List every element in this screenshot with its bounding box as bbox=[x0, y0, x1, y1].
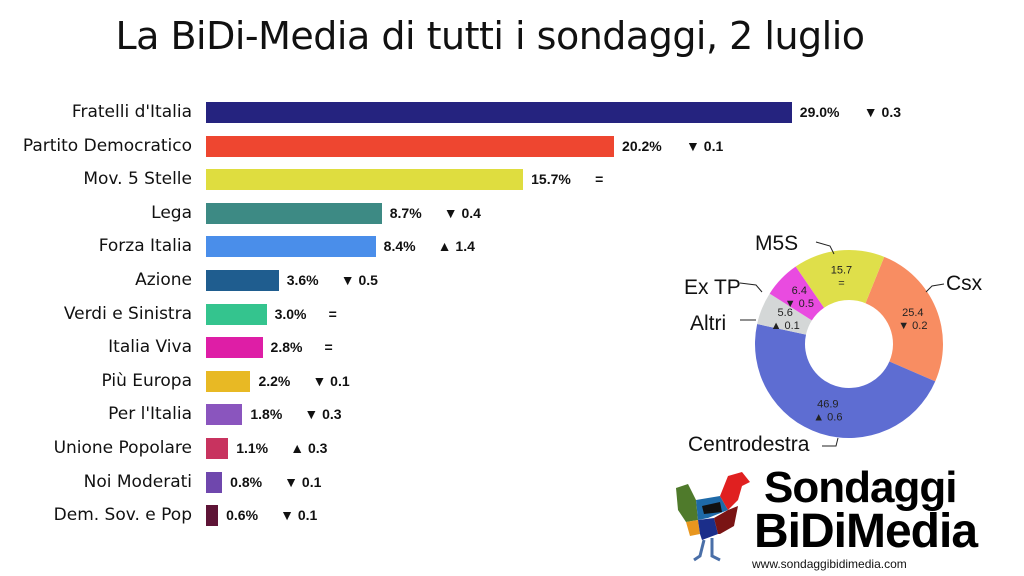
bar-row: Unione Popolare 1.1% ▲ 0.3 bbox=[0, 436, 700, 460]
bar-value: 8.4% bbox=[383, 238, 416, 255]
chart-title: La BiDi-Media di tutti i sondaggi, 2 lug… bbox=[115, 14, 865, 58]
bar bbox=[206, 135, 615, 157]
donut-slice-altri bbox=[757, 293, 812, 335]
svg-text:46.9: 46.9 bbox=[817, 399, 838, 411]
bar bbox=[206, 471, 223, 493]
bar-value: 8.7% bbox=[389, 204, 422, 221]
bar-label: Dem. Sov. e Pop bbox=[53, 505, 192, 526]
bar bbox=[206, 169, 524, 191]
svg-text:15.7: 15.7 bbox=[831, 264, 852, 276]
bar-label: Noi Moderati bbox=[83, 471, 192, 492]
svg-text:6.4: 6.4 bbox=[792, 285, 807, 297]
svg-text:25.4: 25.4 bbox=[902, 307, 923, 319]
bar-change: ▼ 0.4 bbox=[443, 204, 481, 221]
bar-label: Unione Popolare bbox=[53, 438, 192, 458]
bar-change: ▼ 0.1 bbox=[284, 473, 322, 490]
rooster-icon bbox=[676, 472, 750, 562]
bar-row: Italia Viva 2.8% = bbox=[0, 335, 700, 359]
bar-label: Forza Italia bbox=[98, 236, 192, 257]
bar-label: Più Europa bbox=[101, 370, 192, 391]
donut-slice-ex-tp bbox=[769, 266, 825, 321]
bar-value: 29.0% bbox=[799, 104, 840, 120]
bar-value: 1.8% bbox=[250, 406, 283, 423]
bar bbox=[206, 505, 219, 527]
donut-slice-m5s bbox=[795, 250, 885, 308]
bar-change: ▲ 0.3 bbox=[290, 440, 328, 456]
bar-label: Mov. 5 Stelle bbox=[83, 169, 192, 190]
bar-value: 20.2% bbox=[622, 137, 662, 154]
bar-value: 2.2% bbox=[258, 372, 291, 389]
svg-text:▼ 0.5: ▼ 0.5 bbox=[785, 298, 814, 310]
label-centrodestra: Centrodestra bbox=[688, 433, 810, 456]
bar-change: ▼ 0.3 bbox=[863, 104, 902, 120]
bar-row: Forza Italia 8.4% ▲ 1.4 bbox=[0, 234, 700, 258]
bar-label: Per l'Italia bbox=[108, 404, 192, 425]
bar-change: = bbox=[595, 171, 604, 188]
label-m5s: M5S bbox=[755, 232, 799, 255]
donut-slice-centrodestra bbox=[755, 324, 936, 438]
bar-row: Fratelli d'Italia 29.0% ▼ 0.3 bbox=[0, 100, 901, 124]
logo-text-sondaggi: Sondaggi bbox=[764, 463, 957, 512]
bar-row: Lega 8.7% ▼ 0.4 bbox=[0, 201, 700, 225]
logo-url: www.sondaggibidimedia.com bbox=[752, 557, 907, 571]
bar bbox=[206, 438, 229, 459]
logo-text-bidimedia: BiDiMedia bbox=[754, 505, 978, 558]
bar-value: 15.7% bbox=[531, 171, 571, 188]
bar-value: 2.8% bbox=[270, 339, 303, 356]
bar-change: ▼ 0.3 bbox=[304, 406, 342, 423]
bar-change: ▼ 0.1 bbox=[312, 372, 350, 389]
donut-svg: 25.4▼ 0.2 46.9▲ 0.6 5.6▲ 0.1 6.4▼ 0.5 15.7= bbox=[739, 241, 945, 447]
bar-label: Fratelli d'Italia bbox=[71, 102, 192, 122]
bar bbox=[206, 202, 382, 224]
bar-value: 0.8% bbox=[230, 473, 263, 490]
bar-row: Mov. 5 Stelle 15.7% = bbox=[0, 167, 700, 191]
bidimedia-logo: Sondaggi BiDiMedia www.sondaggibidimedia… bbox=[668, 466, 1018, 574]
coalition-donut-chart: 25.4 ▼ 0.2 46.9 ▲ 0.6 5.6 ▲ 0.1 6.4 ▼ 0.5 15.7 = … bbox=[670, 220, 1010, 460]
bar-change: ▼ 0.1 bbox=[280, 507, 318, 524]
bar-row: Per l'Italia 1.8% ▼ 0.3 bbox=[0, 402, 700, 426]
label-altri: Altri bbox=[690, 312, 727, 335]
bar-row: Più Europa 2.2% ▼ 0.1 bbox=[0, 369, 700, 393]
svg-text:=: = bbox=[838, 277, 844, 289]
bar-label: Azione bbox=[135, 270, 192, 290]
bar-value: 3.0% bbox=[274, 305, 307, 322]
bar bbox=[206, 236, 376, 258]
bar-row: Noi Moderati 0.8% ▼ 0.1 bbox=[0, 470, 700, 494]
bar bbox=[206, 270, 279, 291]
bar-row: Dem. Sov. e Pop 0.6% ▼ 0.1 bbox=[0, 503, 700, 527]
svg-text:5.6: 5.6 bbox=[778, 307, 793, 319]
bar-value: 1.1% bbox=[236, 440, 269, 456]
svg-text:▲ 0.6: ▲ 0.6 bbox=[813, 412, 842, 424]
bar-row: Partito Democratico 20.2% ▼ 0.1 bbox=[0, 134, 723, 158]
bar-label: Verdi e Sinistra bbox=[63, 303, 192, 324]
bar-label: Lega bbox=[151, 202, 192, 223]
bar-change: ▲ 1.4 bbox=[437, 238, 475, 255]
svg-text:▲ 0.1: ▲ 0.1 bbox=[771, 320, 800, 332]
bar-row: Verdi e Sinistra 3.0% = bbox=[0, 302, 700, 326]
bar-value: 0.6% bbox=[226, 507, 259, 524]
bar bbox=[206, 370, 251, 392]
bar-change: = bbox=[328, 305, 337, 322]
donut-slice-csx bbox=[865, 256, 943, 382]
bar bbox=[206, 404, 243, 426]
bar-change: ▼ 0.5 bbox=[340, 272, 378, 288]
bar-label: Partito Democratico bbox=[22, 135, 192, 156]
label-csx: Csx bbox=[946, 272, 983, 295]
bar-value: 3.6% bbox=[286, 272, 319, 288]
bar-change: = bbox=[324, 339, 333, 356]
bar-change: ▼ 0.1 bbox=[686, 137, 724, 154]
bar bbox=[206, 102, 792, 123]
bar-row: Azione 3.6% ▼ 0.5 bbox=[0, 268, 700, 292]
bar bbox=[206, 337, 263, 359]
bar-label: Italia Viva bbox=[108, 337, 192, 358]
label-ex-tp: Ex TP bbox=[684, 276, 741, 299]
bar bbox=[206, 303, 267, 325]
svg-text:▼ 0.2: ▼ 0.2 bbox=[898, 320, 927, 332]
